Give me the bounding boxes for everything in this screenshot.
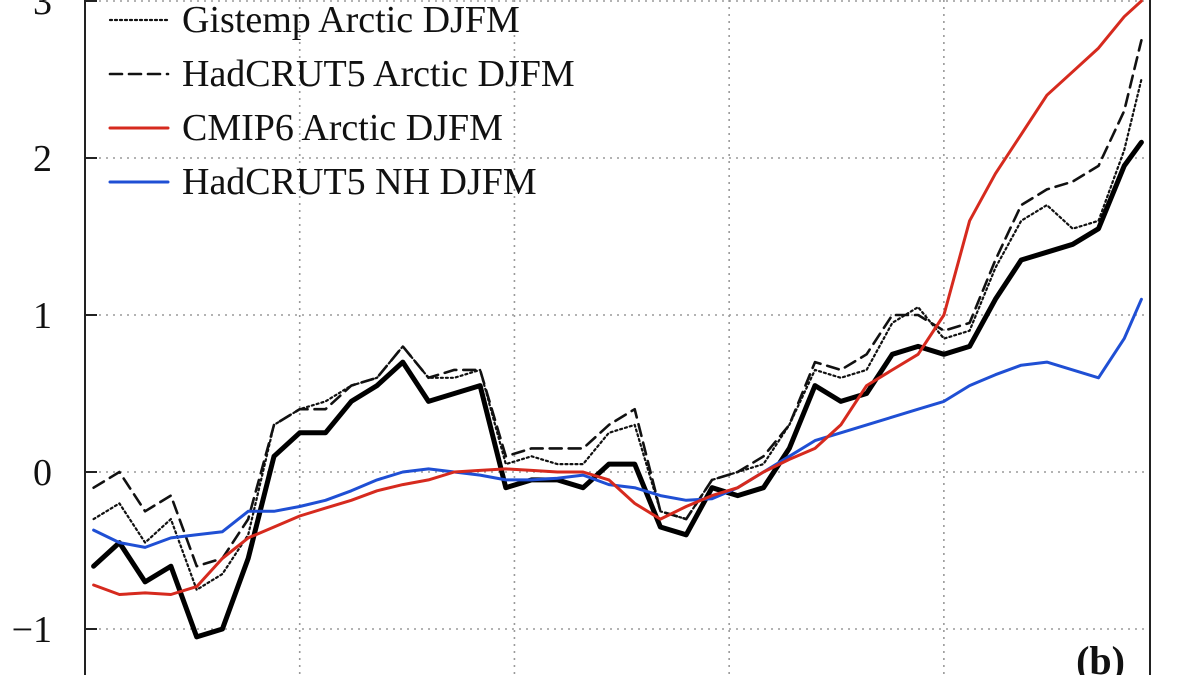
series-line-hadcrut5-arctic-djfm <box>92 39 1143 568</box>
y-tick-label: 3 <box>33 0 52 23</box>
series-line-gistemp-arctic-djfm <box>92 78 1143 591</box>
legend-label: HadCRUT5 NH DJFM <box>182 161 537 203</box>
grid-lines <box>85 0 1150 675</box>
y-tick-label: −1 <box>12 609 52 651</box>
legend-label: CMIP6 Arctic DJFM <box>182 107 503 149</box>
series-line-hadcrut5-nh-djfm <box>92 297 1143 549</box>
y-axis-ticks: −1 0 1 2 3 <box>12 0 97 651</box>
y-tick-label: 0 <box>33 452 52 494</box>
y-tick-label: 1 <box>33 295 52 337</box>
series-line-cmip6-arctic-djfm <box>92 0 1143 596</box>
plot-frame <box>84 0 1151 675</box>
legend-label: Gistemp Arctic DJFM <box>182 0 520 41</box>
series-line-unlabeled-thick <box>91 139 1144 640</box>
legend: Gistemp Arctic DJFM HadCRUT5 Arctic DJFM C… <box>108 0 575 203</box>
legend-label: HadCRUT5 Arctic DJFM <box>182 53 575 95</box>
y-tick-label: 2 <box>33 138 52 180</box>
series-lines <box>91 0 1144 640</box>
panel-label: (b) <box>1076 638 1125 675</box>
